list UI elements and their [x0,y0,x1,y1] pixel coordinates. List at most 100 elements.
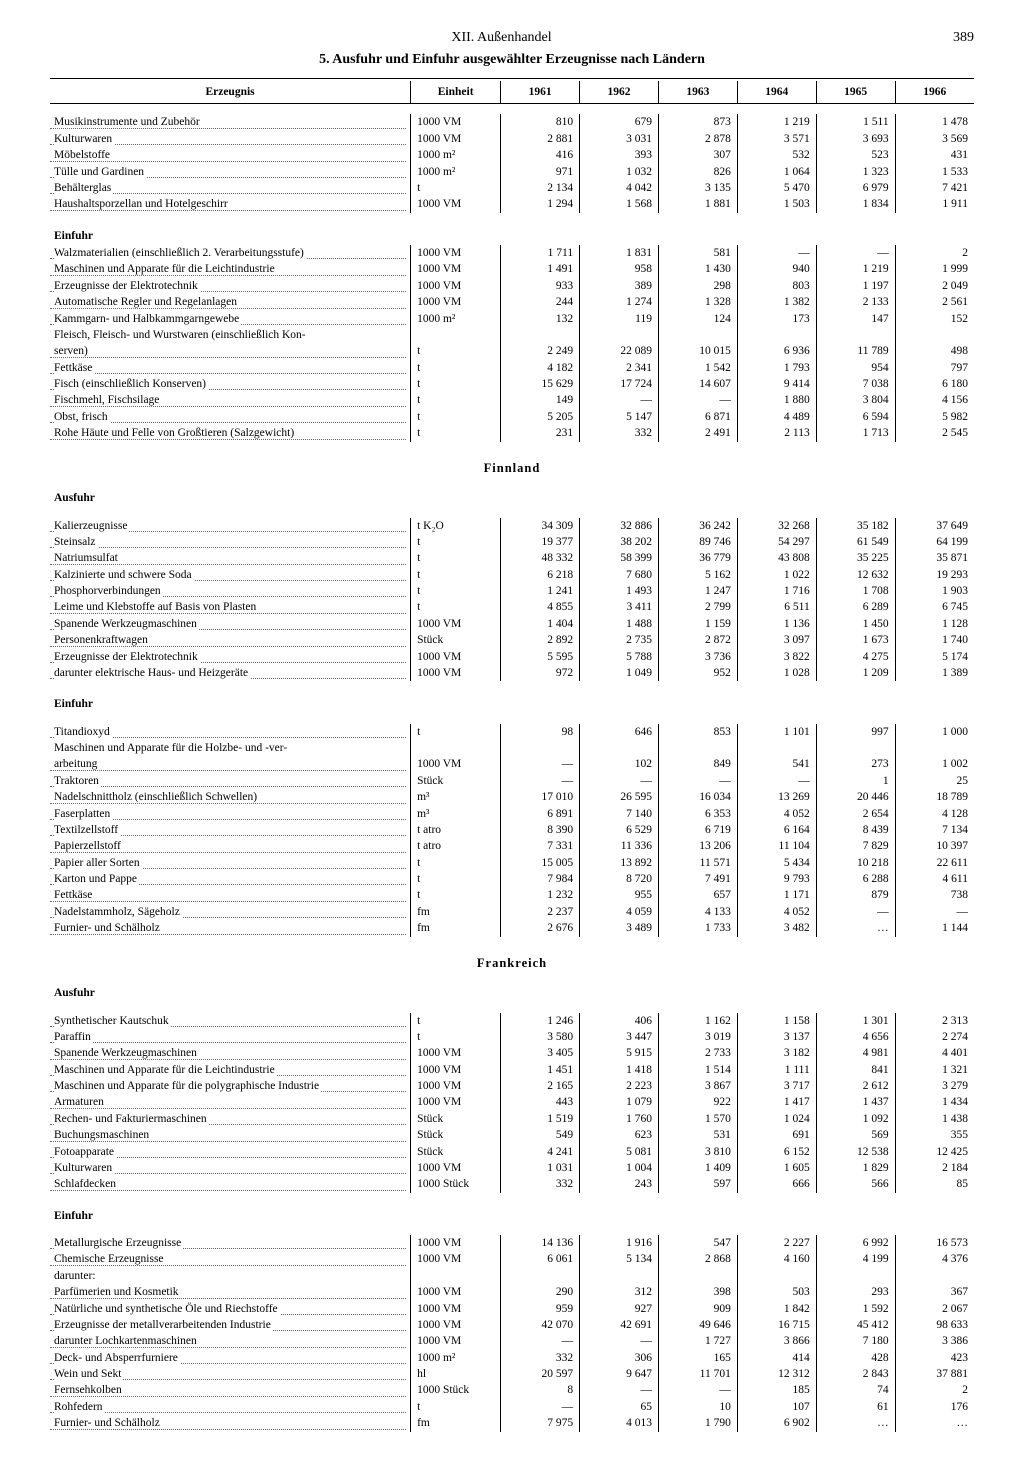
value-cell: 124 [658,311,737,327]
value-cell: 3 031 [580,131,659,147]
product-name: Maschinen und Apparate für die polygraph… [50,1078,411,1094]
table-row: arbeitung1000 VM—1028495412731 002 [50,756,974,772]
unit-cell: 1000 VM [411,665,501,681]
value-cell: 1 842 [737,1301,816,1317]
value-cell: 9 414 [737,376,816,392]
table-body: Musikinstrumente und Zubehör1000 VM81067… [50,104,974,1432]
value-cell: 1 418 [580,1062,659,1078]
table-row: Rechen- und FakturiermaschinenStück1 519… [50,1111,974,1127]
value-cell: 8 439 [816,822,895,838]
col-0: Erzeugnis [50,81,411,104]
value-cell: 11 104 [737,838,816,854]
value-cell: 1 711 [501,245,580,261]
value-cell: 312 [580,1284,659,1300]
value-cell: 5 174 [895,649,974,665]
value-cell: 307 [658,147,737,163]
product-name: Kalierzeugnisse [50,518,411,534]
value-cell [895,1268,974,1284]
value-cell: 332 [501,1176,580,1192]
value-cell: 332 [580,425,659,441]
value-cell: 1 144 [895,920,974,936]
product-name: Personenkraftwagen [50,632,411,648]
value-cell: 3 810 [658,1144,737,1160]
value-cell: 4 401 [895,1045,974,1061]
value-cell: 2 227 [737,1235,816,1251]
value-cell: 2 676 [501,920,580,936]
value-cell: 5 434 [737,855,816,871]
unit-cell: 1000 VM [411,1235,501,1251]
value-cell: 12 312 [737,1366,816,1382]
value-cell: 6 992 [816,1235,895,1251]
unit-cell: 1000 VM [411,245,501,261]
col-2: 1961 [501,81,580,104]
value-cell: 1 004 [580,1160,659,1176]
value-cell: 1 159 [658,616,737,632]
value-cell: 4 611 [895,871,974,887]
unit-cell: t [411,534,501,550]
value-cell: 22 089 [580,343,659,359]
value-cell: 1 514 [658,1062,737,1078]
product-name: Nadelstammholz, Sägeholz [50,904,411,920]
table-row: Behälterglast2 1344 0423 1355 4706 9797 … [50,180,974,196]
value-cell: 657 [658,887,737,903]
value-cell: 8 720 [580,871,659,887]
value-cell: 4 855 [501,599,580,615]
unit-cell: fm [411,1415,501,1431]
value-cell: 6 594 [816,409,895,425]
value-cell: — [737,245,816,261]
product-name: Erzeugnisse der metallverarbeitenden Ind… [50,1317,411,1333]
value-cell: 89 746 [658,534,737,550]
value-cell: 971 [501,164,580,180]
table-row: darunter Lochkartenmaschinen1000 VM——1 7… [50,1333,974,1349]
product-name: darunter Lochkartenmaschinen [50,1333,411,1349]
value-cell: 1 247 [658,583,737,599]
section-label: Einfuhr [50,691,974,713]
unit-cell: 1000 VM [411,261,501,277]
product-name: Fleisch, Fleisch- und Wurstwaren (einsch… [50,327,411,343]
value-cell: 4 160 [737,1251,816,1267]
section-row: Einfuhr [50,691,974,713]
unit-cell: t atro [411,822,501,838]
value-cell: 3 489 [580,920,659,936]
section-row: Ausfuhr [50,485,974,507]
value-cell: 6 891 [501,806,580,822]
page-number: 389 [953,30,974,46]
product-name: Schlafdecken [50,1176,411,1192]
product-name: Textilzellstoff [50,822,411,838]
unit-cell: Stück [411,1111,501,1127]
table-row: Schlafdecken1000 Stück33224359766656685 [50,1176,974,1192]
table-row: Fisch (einschließlich Konserven)t15 6291… [50,376,974,392]
product-name: Synthetischer Kautschuk [50,1013,411,1029]
value-cell: 5 595 [501,649,580,665]
unit-cell: t [411,376,501,392]
value-cell: 1 829 [816,1160,895,1176]
value-cell: 2 872 [658,632,737,648]
value-cell: 3 822 [737,649,816,665]
value-cell: 958 [580,261,659,277]
product-name: Maschinen und Apparate für die Leichtind… [50,261,411,277]
value-cell: 20 446 [816,789,895,805]
value-cell [658,740,737,756]
table-row: Maschinen und Apparate für die Leichtind… [50,261,974,277]
value-cell: 7 421 [895,180,974,196]
value-cell: 849 [658,756,737,772]
unit-cell: 1000 m² [411,311,501,327]
value-cell: 1 028 [737,665,816,681]
value-cell: 3 279 [895,1078,974,1094]
value-cell: 7 975 [501,1415,580,1431]
table-row: Papier aller Sortent15 00513 89211 5715 … [50,855,974,871]
value-cell: 98 633 [895,1317,974,1333]
value-cell: 2 799 [658,599,737,615]
value-cell: 4 376 [895,1251,974,1267]
value-cell: 17 724 [580,376,659,392]
value-cell: 1 404 [501,616,580,632]
value-cell: 1 831 [580,245,659,261]
value-cell: 12 632 [816,567,895,583]
value-cell [658,1268,737,1284]
col-7: 1966 [895,81,974,104]
value-cell: 98 [501,724,580,740]
unit-cell: 1000 VM [411,1045,501,1061]
value-cell: 2 733 [658,1045,737,1061]
table-row: Fettkäset4 1822 3411 5421 793954797 [50,360,974,376]
value-cell: 954 [816,360,895,376]
